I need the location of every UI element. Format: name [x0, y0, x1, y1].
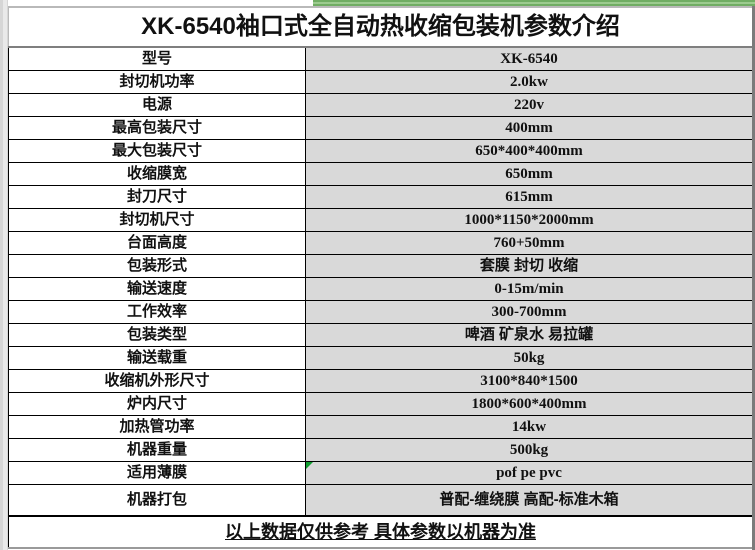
spec-value-cell: 啤酒 矿泉水 易拉罐 [304, 323, 754, 347]
table-row: 炉内尺寸 1800*600*400mm [8, 392, 754, 416]
table-row: 收缩机外形尺寸 3100*840*1500 [8, 369, 754, 393]
spec-value-cell: 3100*840*1500 [304, 369, 754, 393]
spec-value-cell: 套膜 封切 收缩 [304, 254, 754, 278]
spec-table-body: XK-6540袖口式全自动热收缩包装机参数介绍 型号 XK-6540 封切机功率 2.… [7, 6, 754, 549]
footer-note: 以上数据仅供参考 具体参数以机器为准 [7, 515, 754, 549]
table-footer-note-row: 以上数据仅供参考 具体参数以机器为准 [7, 515, 754, 549]
spec-label-cell: 输送速度 [8, 277, 306, 301]
spec-value-text: 套膜 封切 收缩 [479, 257, 579, 274]
table-row: 包装类型 啤酒 矿泉水 易拉罐 [8, 323, 754, 347]
page-title: XK-6540袖口式全自动热收缩包装机参数介绍 [7, 6, 754, 48]
spec-value-text: pof pe pvc [496, 465, 562, 481]
spec-table: XK-6540袖口式全自动热收缩包装机参数介绍 型号 XK-6540 封切机功率 2.… [7, 6, 754, 549]
spec-value-cell: 760+50mm [304, 231, 754, 255]
spec-value-text: 50kg [513, 350, 545, 366]
spec-value-text: 220v [514, 97, 544, 113]
spec-value-cell: 650*400*400mm [304, 139, 754, 163]
spec-value-text: 啤酒 矿泉水 易拉罐 [464, 326, 594, 343]
spec-value-cell: 普配-缠绕膜 高配-标准木箱 [304, 484, 754, 517]
spec-value-cell: 14kw [304, 415, 754, 439]
spec-value-cell: pof pe pvc [304, 461, 754, 485]
spec-value-text: 650mm [505, 166, 553, 182]
table-row: 机器重量 500kg [8, 438, 754, 462]
spec-label-cell: 炉内尺寸 [8, 392, 306, 416]
spec-label-cell: 工作效率 [8, 300, 306, 324]
table-row: 包装形式 套膜 封切 收缩 [8, 254, 754, 278]
sheet-left-gutter [0, 0, 8, 550]
spec-label-cell: 台面高度 [8, 231, 306, 255]
spec-label-cell: 加热管功率 [8, 415, 306, 439]
table-row: 适用薄膜 pof pe pvc [8, 461, 754, 485]
table-row: 型号 XK-6540 [8, 46, 754, 71]
spec-value-cell: 50kg [304, 346, 754, 370]
table-row: 封切机尺寸 1000*1150*2000mm [8, 208, 754, 232]
spec-value-cell: 1800*600*400mm [304, 392, 754, 416]
sheet-left-gutter-inner [3, 0, 7, 550]
spec-label-cell: 输送载重 [8, 346, 306, 370]
cell-comment-flag-icon [306, 462, 313, 469]
spec-label-cell: 最大包装尺寸 [8, 139, 306, 163]
spec-table-wrapper: XK-6540袖口式全自动热收缩包装机参数介绍 型号 XK-6540 封切机功率 2.… [7, 6, 754, 549]
top-green-rule [313, 0, 755, 6]
sheet-right-edge [752, 0, 755, 550]
spec-label-cell: 最高包装尺寸 [8, 116, 306, 140]
table-row: 机器打包 普配-缠绕膜 高配-标准木箱 [8, 484, 754, 517]
table-title-row: XK-6540袖口式全自动热收缩包装机参数介绍 [7, 6, 754, 48]
spec-value-text: 1000*1150*2000mm [464, 212, 594, 228]
spec-value-text: 1800*600*400mm [471, 396, 587, 412]
spec-value-text: 760+50mm [493, 235, 565, 251]
spec-value-cell: 400mm [304, 116, 754, 140]
spec-value-text: 2.0kw [510, 74, 548, 90]
spec-label-cell: 包装类型 [8, 323, 306, 347]
spec-value-text: 普配-缠绕膜 高配-标准木箱 [439, 491, 619, 508]
spec-value-cell: 0-15m/min [304, 277, 754, 301]
spec-label-cell: 机器打包 [8, 484, 306, 517]
spec-value-text: 14kw [511, 419, 547, 435]
spec-label-cell: 封切机功率 [8, 70, 306, 94]
spec-value-cell: 650mm [304, 162, 754, 186]
spec-value-text: 300-700mm [491, 304, 567, 320]
spec-label-cell: 封刀尺寸 [8, 185, 306, 209]
spec-value-text: XK-6540 [500, 51, 558, 67]
table-row: 加热管功率 14kw [8, 415, 754, 439]
spec-value-cell: 500kg [304, 438, 754, 462]
spec-value-cell: XK-6540 [304, 46, 754, 71]
spec-value-text: 400mm [505, 120, 553, 136]
table-row: 电源 220v [8, 93, 754, 117]
table-row: 最高包装尺寸 400mm [8, 116, 754, 140]
spec-value-cell: 1000*1150*2000mm [304, 208, 754, 232]
table-row: 工作效率 300-700mm [8, 300, 754, 324]
spec-value-cell: 615mm [304, 185, 754, 209]
spec-label-cell: 封切机尺寸 [8, 208, 306, 232]
table-row: 台面高度 760+50mm [8, 231, 754, 255]
spec-label-cell: 适用薄膜 [8, 461, 306, 485]
table-row: 收缩膜宽 650mm [8, 162, 754, 186]
table-row: 输送载重 50kg [8, 346, 754, 370]
spec-value-cell: 300-700mm [304, 300, 754, 324]
table-row: 封切机功率 2.0kw [8, 70, 754, 94]
spec-label-cell: 机器重量 [8, 438, 306, 462]
table-row: 封刀尺寸 615mm [8, 185, 754, 209]
spec-value-text: 500kg [509, 442, 549, 458]
spec-label-cell: 型号 [8, 46, 306, 71]
spec-value-text: 0-15m/min [494, 281, 564, 297]
spec-value-text: 3100*840*1500 [480, 373, 578, 389]
spec-value-text: 615mm [505, 189, 553, 205]
spec-label-cell: 包装形式 [8, 254, 306, 278]
spec-label-cell: 收缩膜宽 [8, 162, 306, 186]
spec-value-text: 650*400*400mm [475, 143, 583, 159]
table-row: 最大包装尺寸 650*400*400mm [8, 139, 754, 163]
spec-value-cell: 2.0kw [304, 70, 754, 94]
spec-label-cell: 收缩机外形尺寸 [8, 369, 306, 393]
table-row: 输送速度 0-15m/min [8, 277, 754, 301]
spec-label-cell: 电源 [8, 93, 306, 117]
spec-value-cell: 220v [304, 93, 754, 117]
